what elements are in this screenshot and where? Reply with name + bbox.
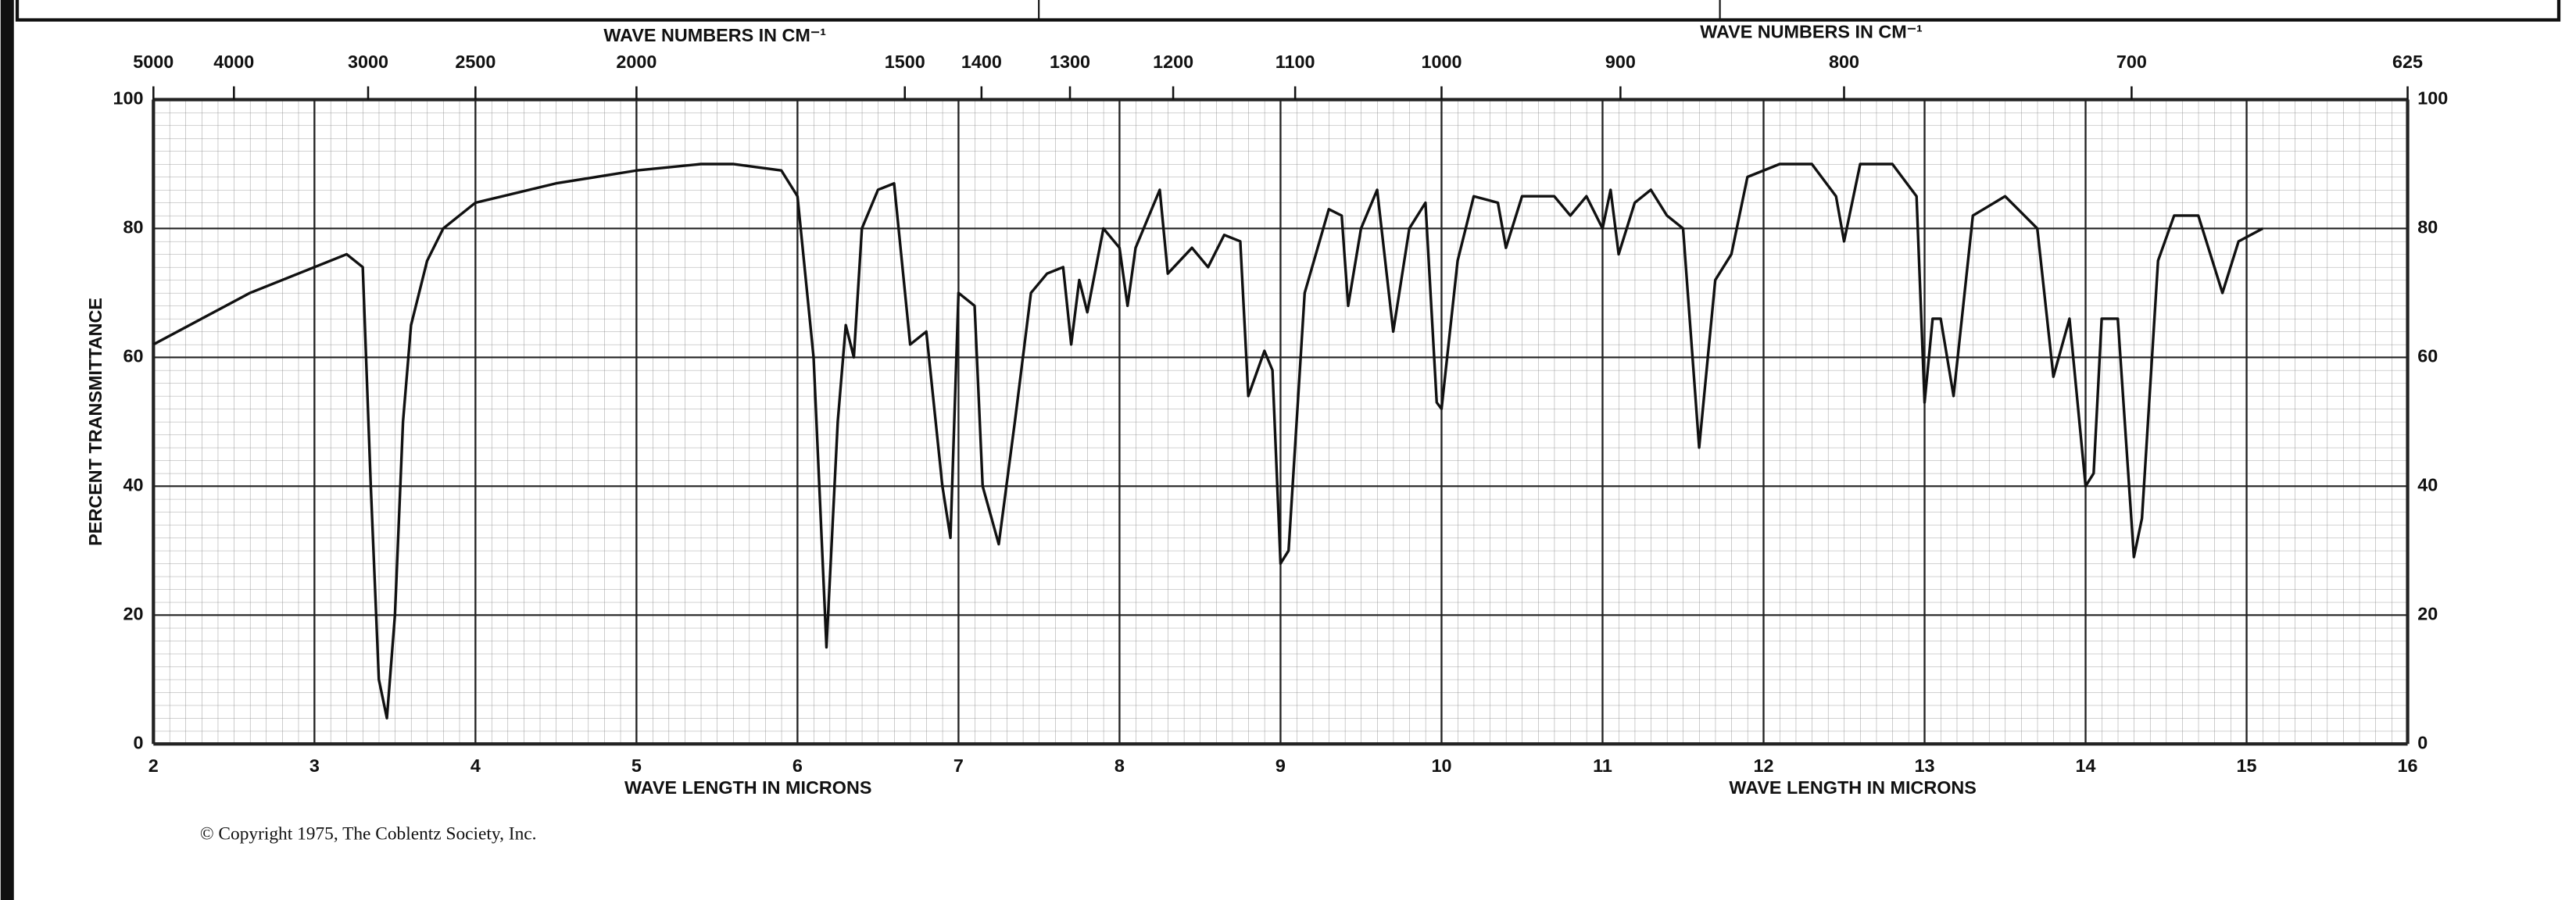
y2-tick-label: 0	[2417, 732, 2428, 752]
x-tick-label: 2	[148, 755, 159, 776]
y-tick-label: 80	[123, 217, 144, 238]
x2-tick-label: 625	[2392, 52, 2423, 72]
y2-tick-label: 100	[2417, 88, 2448, 109]
y-tick-label: 0	[134, 732, 144, 752]
y2-tick-label: 40	[2417, 475, 2438, 495]
y-tick-label: 60	[123, 346, 144, 366]
x2-tick-label: 1300	[1050, 52, 1090, 72]
spectrum-line	[152, 162, 2263, 720]
y2-tick-label: 20	[2417, 603, 2438, 623]
x2-axis-label: WAVE NUMBERS IN CM⁻¹	[603, 25, 826, 45]
x-tick-label: 8	[1114, 755, 1125, 776]
y2-tick-label: 80	[2417, 217, 2438, 238]
x-tick-label: 10	[1431, 755, 1451, 776]
y-tick-label: 40	[123, 475, 144, 495]
x2-tick-label: 4000	[213, 52, 254, 72]
y2-tick-label: 60	[2417, 346, 2438, 366]
y-tick-label: 20	[123, 603, 144, 623]
x2-axis-label: WAVE NUMBERS IN CM⁻¹	[1700, 22, 1923, 42]
y-axis-label: PERCENT TRANSMITTANCE	[85, 298, 106, 546]
x-tick-label: 13	[1914, 755, 1934, 776]
copyright: © Copyright 1975, The Coblentz Society, …	[200, 823, 537, 844]
x-tick-label: 5	[631, 755, 642, 776]
y-tick-label: 100	[113, 88, 144, 109]
x-tick-label: 9	[1275, 755, 1286, 776]
x-tick-label: 15	[2237, 755, 2257, 776]
x2-tick-label: 1000	[1421, 52, 1462, 72]
x2-tick-label: 900	[1605, 52, 1636, 72]
x2-tick-label: 2000	[616, 52, 657, 72]
x-tick-label: 3	[309, 755, 320, 776]
x2-tick-label: 1400	[961, 52, 1002, 72]
x2-tick-label: 1200	[1153, 52, 1193, 72]
x-tick-label: 6	[792, 755, 803, 776]
x-tick-label: 14	[2076, 755, 2096, 776]
x-tick-label: 7	[953, 755, 964, 776]
x-axis-label: WAVE LENGTH IN MICRONS	[1729, 777, 1976, 798]
x2-tick-label: 1500	[885, 52, 925, 72]
x-tick-label: 11	[1593, 755, 1612, 776]
x2-tick-label: 700	[2116, 52, 2147, 72]
x2-tick-label: 5000	[133, 52, 174, 72]
x-axis-label: WAVE LENGTH IN MICRONS	[624, 777, 871, 798]
x2-tick-label: 1100	[1275, 52, 1315, 72]
x-tick-label: 12	[1753, 755, 1773, 776]
plot	[152, 98, 2410, 746]
x-tick-label: 4	[470, 755, 481, 776]
scan-edge	[0, 0, 14, 900]
x2-tick-label: 3000	[348, 52, 388, 72]
header-frame	[15, 0, 2561, 22]
x2-tick-label: 800	[1829, 52, 1859, 72]
x-tick-label: 16	[2398, 755, 2418, 776]
x2-tick-label: 2500	[455, 52, 496, 72]
